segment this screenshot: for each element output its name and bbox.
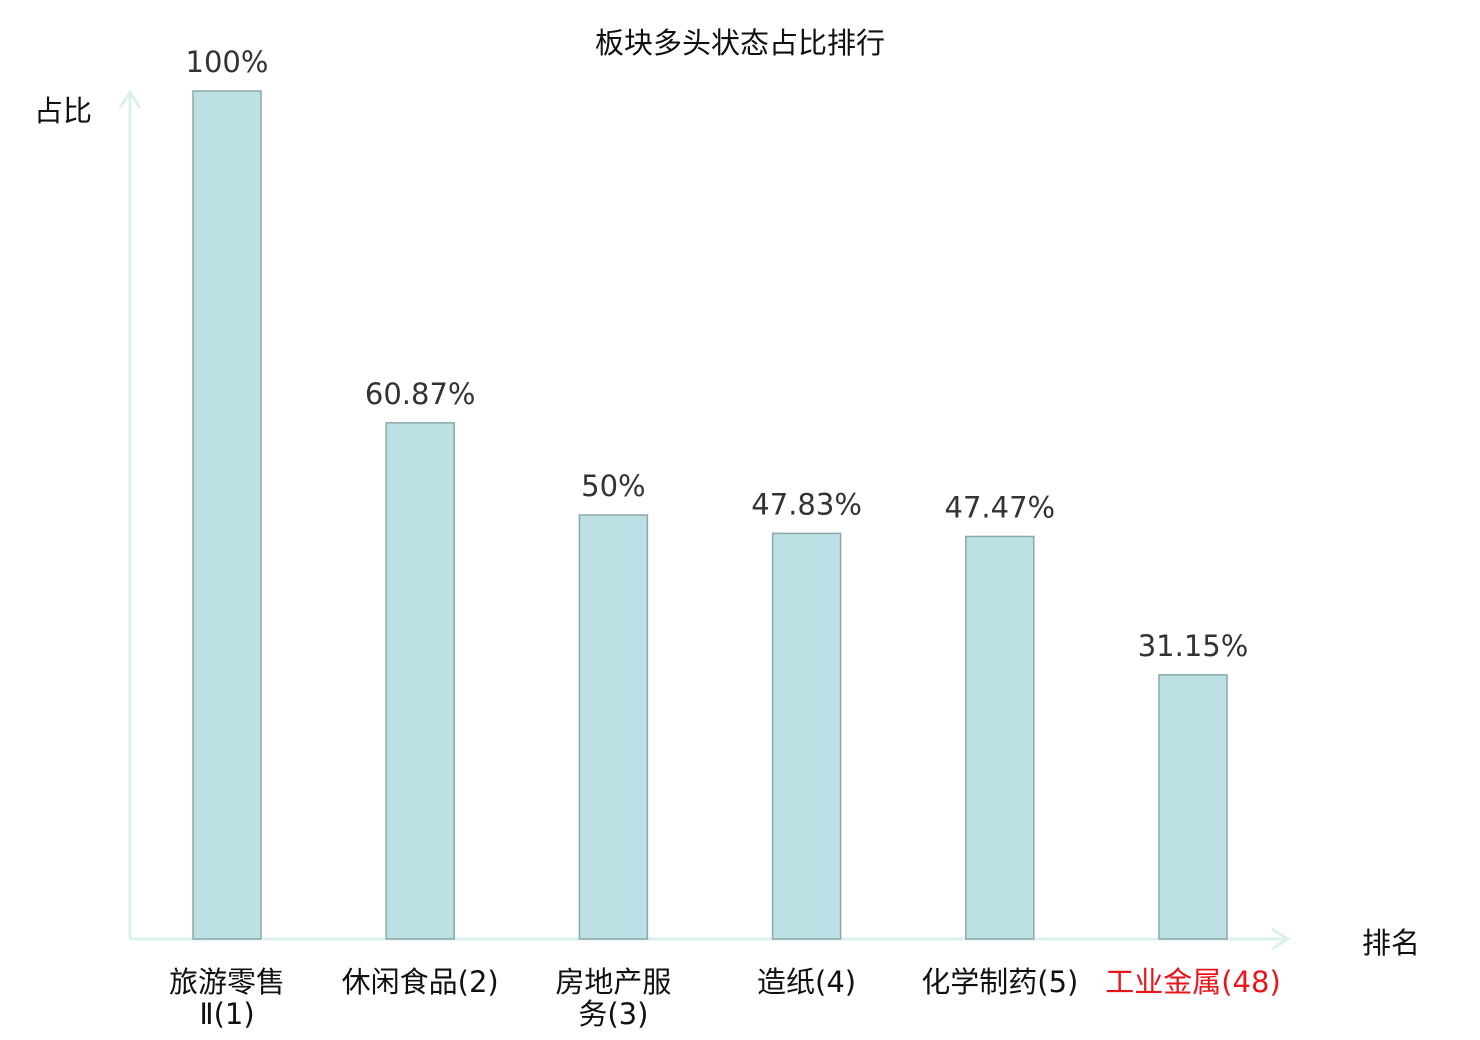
bar — [1158, 674, 1228, 940]
x-tick-label: 造纸(4) — [707, 966, 907, 998]
x-tick-label: 旅游零售 Ⅱ(1) — [127, 966, 327, 1030]
x-tick-label-line: 房地产服 — [555, 965, 672, 999]
x-axis-arrow — [1271, 927, 1291, 951]
chart-title: 板块多头状态占比排行 — [595, 26, 885, 60]
x-tick-label: 工业金属(48) — [1093, 966, 1293, 998]
x-tick-label: 休闲食品(2) — [320, 966, 520, 998]
x-tick-label-line: 休闲食品(2) — [341, 965, 499, 999]
data-label: 100% — [186, 45, 269, 79]
x-tick-label-line: 工业金属(48) — [1105, 965, 1281, 999]
data-label: 31.15% — [1138, 629, 1249, 663]
x-tick-label-line: 旅游零售 — [168, 965, 285, 999]
y-axis-label: 占比 — [34, 94, 92, 128]
data-label: 50% — [581, 469, 645, 503]
bar — [965, 535, 1035, 940]
bar — [192, 90, 262, 940]
data-label: 47.47% — [945, 490, 1056, 524]
bar — [771, 532, 842, 940]
x-tick-label-line: 化学制药(5) — [921, 965, 1079, 999]
data-label: 60.87% — [365, 377, 476, 411]
x-axis-label: 排名 — [1362, 926, 1420, 960]
x-tick-label: 房地产服 务(3) — [513, 966, 713, 1030]
bar — [578, 514, 649, 940]
y-axis-arrow — [118, 89, 142, 109]
bar — [385, 422, 455, 940]
x-tick-label: 化学制药(5) — [900, 966, 1100, 998]
data-label: 47.83% — [751, 487, 862, 521]
x-tick-label-line: Ⅱ(1) — [199, 997, 255, 1031]
x-tick-label-line: 务(3) — [578, 997, 649, 1031]
x-tick-label-line: 造纸(4) — [757, 965, 857, 999]
